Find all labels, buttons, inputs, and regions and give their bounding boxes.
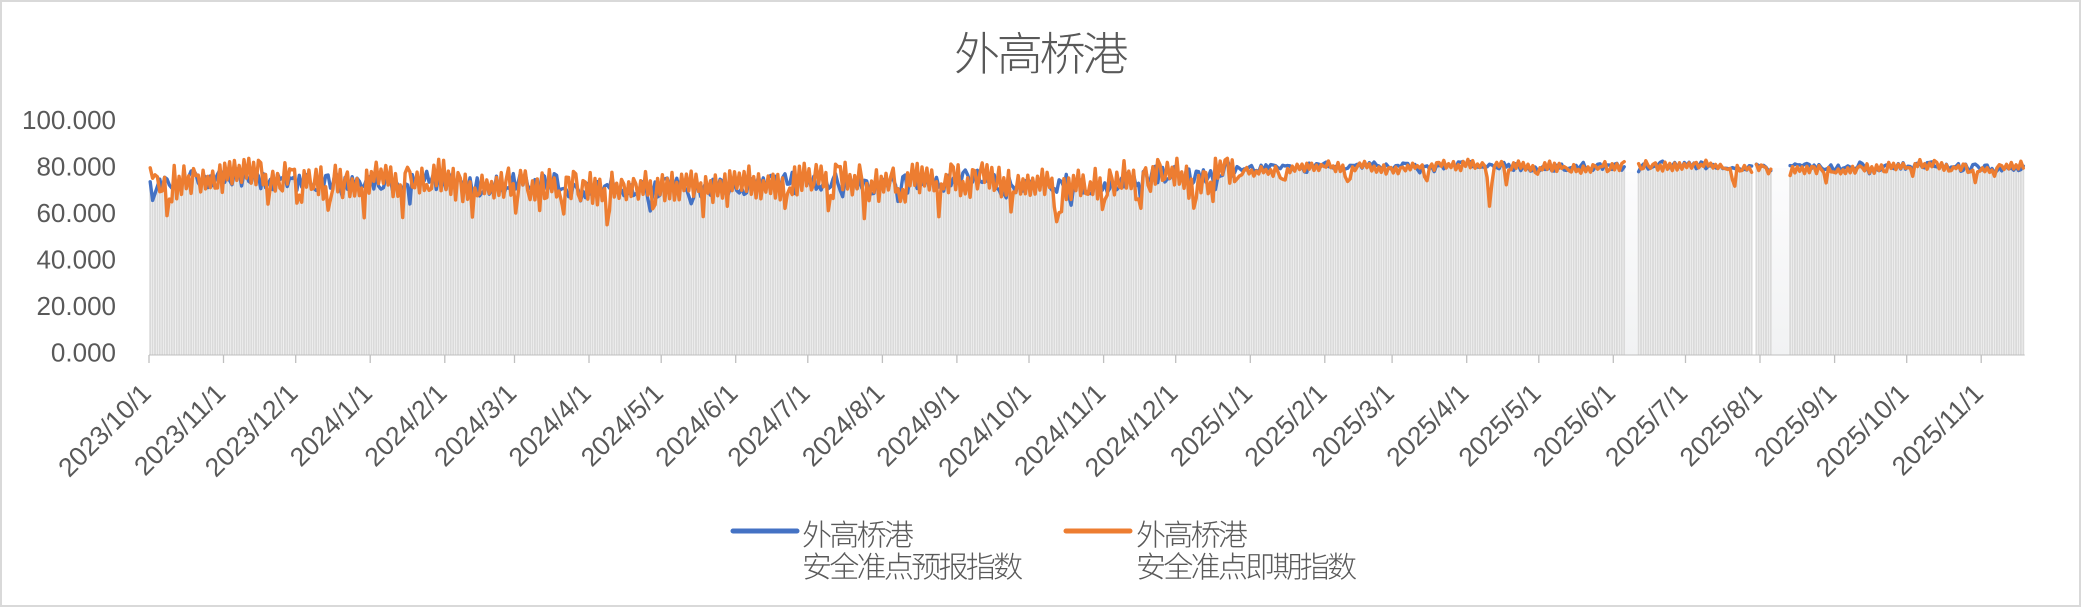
svg-text:100.000: 100.000 <box>22 105 116 135</box>
svg-text:80.000: 80.000 <box>36 152 116 182</box>
svg-text:0.000: 0.000 <box>51 338 116 368</box>
svg-text:20.000: 20.000 <box>36 291 116 321</box>
svg-text:60.000: 60.000 <box>36 198 116 228</box>
svg-text:40.000: 40.000 <box>36 245 116 275</box>
